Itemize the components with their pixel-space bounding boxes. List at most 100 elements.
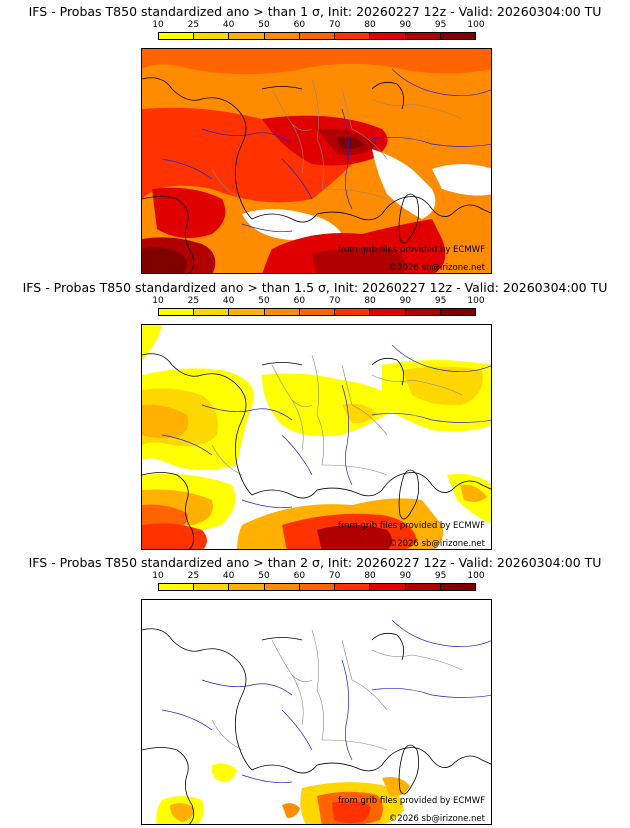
colorbar-swatch: [194, 584, 230, 590]
colorbar-tick-label: 60: [293, 296, 306, 306]
colorbar-swatch: [194, 33, 230, 39]
river-line: [281, 709, 313, 751]
river-line: [241, 499, 293, 509]
coastline: [261, 362, 303, 366]
border-line: [351, 679, 388, 711]
copyright-credit: ©2026 sb@irizone.net: [388, 263, 485, 273]
colorbar: 10 25 40 50 60 70 80 90 95 100: [152, 571, 485, 591]
admin-borders: [211, 629, 463, 751]
map-canvas: [142, 325, 491, 549]
probability-area: [402, 366, 483, 406]
border-line: [311, 78, 324, 190]
colorbar-tick-label: 40: [222, 296, 235, 306]
source-credit: from grib files provided by ECMWF: [338, 245, 485, 255]
colorbar-swatch: [370, 33, 406, 39]
probability-map: from grib files provided by ECMWF ©2026 …: [141, 324, 492, 550]
probability-fields: [142, 600, 491, 824]
colorbar-swatch: [440, 309, 475, 315]
colorbar-swatch: [335, 309, 371, 315]
river-line: [241, 223, 293, 233]
border-line: [321, 188, 388, 200]
source-credit: from grib files provided by ECMWF: [338, 521, 485, 531]
rivers: [161, 619, 491, 784]
source-credit: from grib files provided by ECMWF: [338, 796, 485, 806]
river-line: [281, 434, 313, 476]
colorbar-swatch: [299, 584, 336, 590]
probability-area: [312, 247, 406, 273]
colorbar-swatches: [158, 583, 476, 591]
coastline: [142, 628, 491, 774]
probability-area: [382, 777, 410, 797]
colorbar-swatch: [370, 584, 406, 590]
colorbar-tick-label: 100: [467, 571, 485, 581]
colorbar-tick-label: 95: [434, 296, 447, 306]
colorbar-swatch: [440, 33, 475, 39]
border-line: [291, 399, 304, 451]
colorbar-swatch: [405, 584, 441, 590]
probability-area: [142, 247, 187, 273]
border-line: [311, 629, 324, 741]
probability-area: [152, 187, 226, 238]
probability-map: from grib files provided by ECMWF ©2026 …: [141, 599, 492, 825]
colorbar-swatch: [159, 584, 195, 590]
colorbar-tick-label: 40: [222, 571, 235, 581]
border-line: [371, 98, 463, 120]
border-line: [321, 739, 388, 751]
probability-area: [211, 763, 237, 782]
probability-panel-1sigma: IFS - Probas T850 standardized ano > tha…: [0, 0, 630, 276]
border-line: [351, 128, 388, 160]
coastline: [142, 353, 491, 499]
colorbar-swatches: [158, 32, 476, 40]
border-line: [291, 674, 304, 726]
coastline: [398, 744, 420, 795]
colorbar-swatch: [370, 309, 406, 315]
river-line: [371, 137, 491, 147]
colorbar-swatch: [194, 309, 230, 315]
border-line: [211, 444, 243, 476]
probability-area: [170, 803, 194, 822]
border-line: [311, 354, 324, 466]
river-line: [391, 68, 491, 96]
coastline: [398, 193, 420, 244]
probability-area: [317, 525, 392, 549]
river-line: [201, 404, 293, 421]
probability-area: [242, 209, 342, 241]
colorbar-swatch: [440, 584, 475, 590]
river-line: [201, 128, 293, 145]
river-line: [161, 158, 213, 180]
coastline: [371, 357, 405, 386]
probability-panel-1-5sigma: IFS - Probas T850 standardized ano > tha…: [0, 276, 630, 552]
rivers: [161, 344, 491, 509]
probability-area: [142, 523, 207, 549]
border-line: [291, 123, 304, 175]
admin-borders: [211, 354, 463, 476]
border-line: [211, 168, 243, 200]
probability-fields: [142, 325, 491, 549]
coastline: [398, 469, 420, 520]
colorbar-tick-label: 90: [399, 296, 412, 306]
map-canvas: [142, 49, 491, 273]
colorbar-tick-label: 80: [364, 571, 376, 581]
colorbar-swatch: [299, 33, 336, 39]
colorbar-tick-label: 10: [152, 296, 164, 306]
river-line: [341, 384, 353, 486]
colorbar-swatch: [229, 33, 265, 39]
colorbar-swatch: [264, 309, 300, 315]
coastline: [142, 77, 491, 223]
border-line: [321, 464, 388, 476]
colorbar-tick-label: 100: [467, 296, 485, 306]
river-line: [161, 709, 213, 731]
colorbar-tick-label: 90: [399, 20, 412, 30]
colorbar-tick-label: 25: [187, 20, 200, 30]
colorbar-swatch: [264, 33, 300, 39]
border-line: [341, 364, 353, 406]
map-canvas: [142, 600, 491, 824]
river-line: [241, 774, 293, 784]
coastline: [142, 747, 195, 824]
coastline: [261, 86, 303, 90]
coastlines: [142, 77, 491, 273]
colorbar-swatch: [159, 309, 195, 315]
river-line: [371, 688, 491, 698]
colorbar: 10 25 40 50 60 70 80 90 95 100: [152, 296, 485, 316]
colorbar-swatch: [405, 309, 441, 315]
